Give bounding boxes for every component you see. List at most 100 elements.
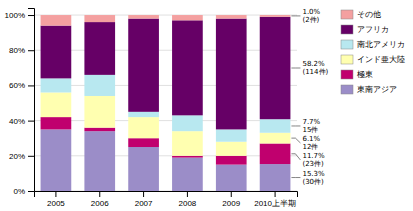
bar — [128, 138, 159, 147]
tick-mark — [187, 191, 188, 197]
tick-mark — [231, 191, 232, 197]
bar — [128, 117, 159, 138]
bar — [216, 19, 247, 130]
tick: 40% — [9, 117, 34, 126]
leader-line — [291, 138, 300, 143]
series — [41, 17, 291, 130]
legend-item: 極東 — [341, 70, 373, 79]
tick-mark — [28, 15, 34, 16]
tick-mark — [55, 191, 56, 197]
bar — [172, 158, 203, 191]
tick-label: 20% — [9, 152, 25, 161]
tick-mark — [28, 50, 34, 51]
bar — [41, 15, 72, 26]
bar — [172, 20, 203, 115]
series — [41, 15, 291, 26]
legend-item: アフリカ — [341, 25, 389, 34]
leader-line — [291, 15, 300, 16]
series — [41, 129, 291, 191]
tick: 2007 — [135, 191, 153, 208]
bar — [216, 142, 247, 156]
tick: 20% — [9, 152, 34, 161]
bar — [216, 15, 247, 19]
legend-swatch — [341, 85, 353, 94]
bar — [260, 17, 291, 119]
legend-label: 極東 — [357, 70, 373, 79]
legend-label: 南北アメリカ — [357, 40, 405, 49]
legend-swatch — [341, 40, 353, 49]
bar — [41, 78, 72, 92]
tick: 0% — [13, 187, 34, 196]
data-label: 6.1%12件 — [302, 135, 320, 151]
legend-item: その他 — [341, 10, 381, 19]
bar — [172, 115, 203, 131]
series — [41, 92, 291, 155]
legend-swatch — [341, 10, 353, 19]
bar — [41, 129, 72, 191]
grid-line — [34, 120, 297, 121]
legend-swatch — [341, 70, 353, 79]
tick: 80% — [9, 46, 34, 55]
tick-mark — [28, 85, 34, 86]
tick-mark — [28, 191, 34, 192]
tick-mark — [99, 191, 100, 197]
tick: 60% — [9, 81, 34, 90]
legend-swatch — [341, 55, 353, 64]
data-label: 1.0%(2件) — [302, 8, 320, 24]
tick-label: 100% — [5, 11, 25, 20]
bar — [84, 75, 115, 96]
bar — [216, 156, 247, 165]
leader-line — [291, 177, 300, 178]
legend-label: インド亜大陸 — [357, 55, 405, 64]
bar — [41, 26, 72, 79]
bar — [216, 165, 247, 191]
tick-mark — [275, 191, 276, 197]
series — [41, 117, 291, 165]
grid-line — [34, 155, 297, 156]
axis-line — [35, 192, 298, 198]
legend-item: 東南アジア — [341, 85, 397, 94]
plot: 0%20%40%60%80%100%2005200620072008200920… — [5, 8, 329, 208]
data-label: 58.2%(114件) — [302, 60, 328, 76]
tick-label: 2009 — [222, 199, 240, 208]
tick-label: 80% — [9, 46, 25, 55]
legend-swatch — [341, 25, 353, 34]
tick-label: 2005 — [47, 199, 65, 208]
tick: 2009 — [222, 191, 240, 208]
tick-label: 2010上半期 — [254, 199, 296, 208]
bar — [260, 133, 291, 144]
tick-label: 2008 — [179, 199, 197, 208]
bar — [84, 22, 115, 75]
grid-line — [34, 85, 297, 86]
bars — [41, 15, 291, 191]
leader-line — [291, 154, 300, 160]
legend-label: 東南アジア — [357, 85, 397, 94]
bar — [128, 147, 159, 191]
bar — [260, 164, 291, 191]
tick-mark — [143, 191, 144, 197]
tick-label: 60% — [9, 81, 25, 90]
x-axis: 2005 2006 2007 2008 2009 2010上半期 — [35, 191, 298, 208]
tick: 2010上半期 — [254, 191, 296, 208]
tick: 2006 — [91, 191, 109, 208]
annotations: 1.0%(2件)58.2%(114件)7.7%15件6.1%12件11.7%(2… — [291, 8, 328, 186]
bar — [128, 112, 159, 117]
tick: 100% — [5, 11, 34, 20]
leader-line — [291, 68, 300, 69]
series — [41, 75, 291, 142]
chart: 0%20%40%60%80%100%2005200620072008200920… — [0, 0, 413, 211]
data-label: 15.3%(30件) — [302, 170, 325, 186]
grid-line — [34, 50, 297, 51]
bar — [216, 129, 247, 141]
bar — [172, 131, 203, 156]
legend-label: アフリカ — [357, 25, 389, 34]
axis-line — [28, 9, 35, 192]
tick-label: 2007 — [135, 199, 153, 208]
tick-mark — [28, 156, 34, 157]
tick: 2008 — [179, 191, 197, 208]
grid — [34, 15, 297, 191]
bar — [260, 119, 291, 133]
bar — [84, 15, 115, 22]
y-axis: 0% 20% 40% 60% 80% 100% — [5, 9, 35, 197]
bar — [260, 15, 291, 17]
